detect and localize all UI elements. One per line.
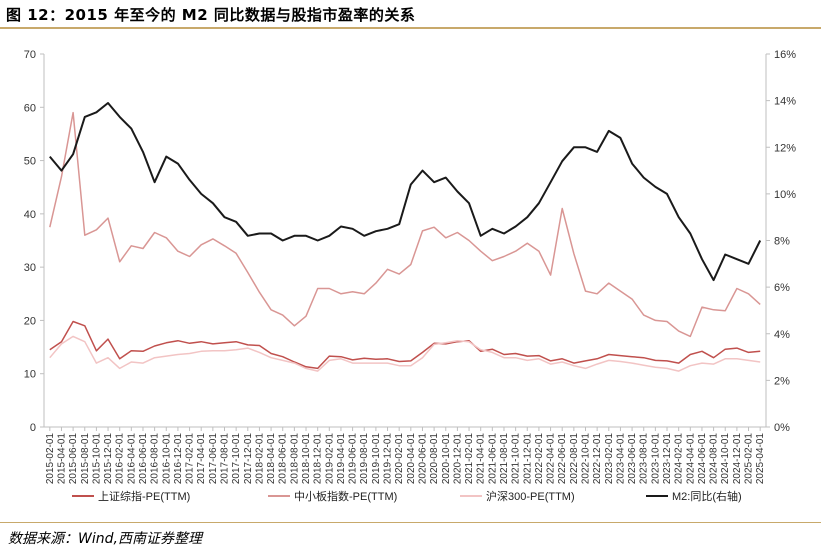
x-tick-label: 2016-02-01 [115, 433, 126, 485]
x-tick-label: 2016-12-01 [173, 433, 184, 485]
x-tick-label: 2016-04-01 [126, 433, 137, 485]
x-tick-label: 2015-12-01 [103, 433, 114, 485]
x-tick-label: 2020-02-01 [394, 433, 405, 485]
x-tick-label: 2018-02-01 [254, 433, 265, 485]
figure-title: 图 12：2015 年至今的 M2 同比数据与股指市盈率的关系 [6, 6, 416, 24]
x-tick-label: 2022-02-01 [534, 433, 545, 485]
x-tick-label: 2022-12-01 [592, 433, 603, 485]
right-tick-label: 6% [774, 282, 790, 294]
x-tick-label: 2018-08-01 [289, 433, 300, 485]
x-tick-label: 2024-06-01 [697, 433, 708, 485]
right-tick-label: 8% [774, 236, 790, 248]
x-tick-label: 2016-10-01 [161, 433, 172, 485]
x-tick-label: 2017-12-01 [243, 433, 254, 485]
x-tick-label: 2020-10-01 [441, 433, 452, 485]
x-tick-label: 2018-10-01 [301, 433, 312, 485]
legend-label-hs300-pe: 沪深300-PE(TTM) [486, 489, 575, 503]
x-tick-label: 2022-08-01 [569, 433, 580, 485]
x-tick-label: 2023-02-01 [604, 433, 615, 485]
x-tick-label: 2020-06-01 [417, 433, 428, 485]
x-tick-label: 2015-08-01 [80, 433, 91, 485]
source-rule [0, 522, 821, 523]
right-tick-label: 2% [774, 375, 790, 387]
x-tick-label: 2022-06-01 [557, 433, 568, 485]
series-line-sh-pe [49, 320, 761, 370]
series-line-sme-pe [49, 111, 761, 338]
x-tick-label: 2024-02-01 [674, 433, 685, 485]
left-tick-label: 50 [24, 156, 36, 168]
x-tick-label: 2015-06-01 [68, 433, 79, 485]
x-tick-label: 2016-06-01 [138, 433, 149, 485]
x-tick-label: 2021-08-01 [499, 433, 510, 485]
x-tick-label: 2023-04-01 [615, 433, 626, 485]
legend-label-m2: M2:同比(右轴) [672, 489, 742, 503]
right-tick-label: 16% [774, 49, 796, 61]
x-tick-label: 2025-04-01 [755, 433, 766, 485]
x-tick-label: 2018-04-01 [266, 433, 277, 485]
right-tick-label: 10% [774, 189, 796, 201]
title-rule [0, 27, 821, 29]
x-tick-label: 2024-08-01 [709, 433, 720, 485]
x-tick-label: 2025-02-01 [744, 433, 755, 485]
x-tick-label: 2023-06-01 [627, 433, 638, 485]
x-tick-label: 2024-12-01 [732, 433, 743, 485]
x-tick-label: 2020-12-01 [452, 433, 463, 485]
x-tick-label: 2020-04-01 [406, 433, 417, 485]
left-tick-label: 40 [24, 209, 36, 221]
left-tick-label: 20 [24, 315, 36, 327]
right-tick-label: 4% [774, 329, 790, 341]
left-tick-label: 30 [24, 262, 36, 274]
legend-label-sme-pe: 中小板指数-PE(TTM) [294, 489, 397, 503]
x-tick-label: 2022-04-01 [546, 433, 557, 485]
x-tick-label: 2018-06-01 [278, 433, 289, 485]
right-tick-label: 0% [774, 422, 790, 434]
left-tick-label: 0 [30, 422, 36, 434]
x-tick-label: 2017-10-01 [231, 433, 242, 485]
x-tick-label: 2015-10-01 [91, 433, 102, 485]
left-tick-label: 10 [24, 369, 36, 381]
x-tick-label: 2024-10-01 [720, 433, 731, 485]
x-tick-label: 2023-08-01 [639, 433, 650, 485]
x-tick-label: 2021-06-01 [487, 433, 498, 485]
x-tick-label: 2021-12-01 [522, 433, 533, 485]
x-tick-label: 2021-04-01 [476, 433, 487, 485]
x-tick-label: 2017-02-01 [185, 433, 196, 485]
x-tick-label: 2015-04-01 [56, 433, 67, 485]
left-tick-label: 60 [24, 102, 36, 114]
left-tick-label: 70 [24, 49, 36, 61]
x-tick-label: 2023-10-01 [650, 433, 661, 485]
source-note: 数据来源：Wind,西南证券整理 [8, 531, 202, 547]
x-tick-label: 2015-02-01 [45, 433, 56, 485]
x-tick-label: 2019-12-01 [383, 433, 394, 485]
series-line-hs300-pe [49, 335, 761, 372]
x-tick-label: 2021-10-01 [511, 433, 522, 485]
right-tick-label: 14% [774, 96, 796, 108]
x-tick-label: 2017-06-01 [208, 433, 219, 485]
x-tick-label: 2024-04-01 [685, 433, 696, 485]
x-tick-label: 2019-04-01 [336, 433, 347, 485]
x-tick-label: 2020-08-01 [429, 433, 440, 485]
x-tick-label: 2018-12-01 [313, 433, 324, 485]
x-tick-label: 2016-08-01 [150, 433, 161, 485]
legend-label-sh-pe: 上证综指-PE(TTM) [98, 489, 190, 503]
x-tick-label: 2019-08-01 [359, 433, 370, 485]
x-tick-label: 2019-02-01 [324, 433, 335, 485]
series-line-m2 [49, 102, 762, 282]
right-tick-label: 12% [774, 142, 796, 154]
x-tick-label: 2017-04-01 [196, 433, 207, 485]
x-tick-label: 2019-06-01 [348, 433, 359, 485]
x-tick-label: 2019-10-01 [371, 433, 382, 485]
x-tick-label: 2022-10-01 [581, 433, 592, 485]
x-tick-label: 2017-08-01 [220, 433, 231, 485]
x-tick-label: 2021-02-01 [464, 433, 475, 485]
x-tick-label: 2023-12-01 [662, 433, 673, 485]
chart-area: 0 10 20 30 40 50 60 70 0% 2% 4% 6% 8% 10% 12% 14% 16% 201… [24, 49, 796, 503]
